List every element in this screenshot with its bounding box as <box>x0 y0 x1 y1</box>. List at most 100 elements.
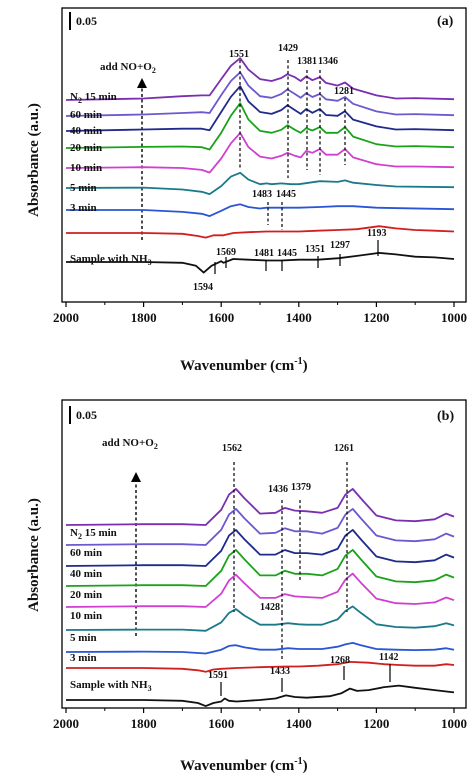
spectrum-line-b-1 <box>65 508 455 546</box>
spectrum-line-b-0 <box>65 488 455 526</box>
spectrum-line-a-5 <box>65 171 455 195</box>
spectrum-line-a-1 <box>65 71 455 117</box>
spectrum-line-b-5 <box>65 605 455 632</box>
row-label-b-4: 10 min <box>70 610 102 622</box>
panel-b-arrow-label-sub: 2 <box>154 442 158 451</box>
peak-label-1591: 1591 <box>208 670 228 681</box>
peak-label-1551: 1551 <box>229 49 249 60</box>
panel-a-x-axis-label-sup: -1 <box>294 356 302 367</box>
spectrum-line-b-8 <box>66 684 455 707</box>
peak-label-1445-lower: 1445 <box>277 248 297 259</box>
peak-label-1481: 1481 <box>254 248 274 259</box>
row-label-b-8: Sample with NH3 <box>70 679 152 693</box>
x-tick-label-a-2: 1600 <box>208 310 234 325</box>
panel-b: 0.05 (b) add NO+O2 N2 15 min 60 min 40 min… <box>26 399 467 774</box>
panel-b-arrow-label: add NO+O2 <box>102 437 158 451</box>
peak-label-1351: 1351 <box>305 244 325 255</box>
peak-label-1281: 1281 <box>334 86 354 97</box>
peak-label-1433: 1433 <box>270 666 290 677</box>
peak-label-1142: 1142 <box>379 652 398 663</box>
x-tick-label-a-5: 1000 <box>441 310 467 325</box>
row-label-b-1: 60 min <box>70 547 102 559</box>
panel-b-scale-label: 0.05 <box>76 408 97 422</box>
spectrum-line-a-2 <box>65 85 455 132</box>
peak-label-1569: 1569 <box>216 247 236 258</box>
row-label-b-6: 3 min <box>70 652 97 664</box>
peak-label-1297: 1297 <box>330 240 350 251</box>
spectrum-line-a-3 <box>65 102 455 151</box>
spectrum-line-a-0 <box>65 57 455 101</box>
peak-label-1483: 1483 <box>252 189 272 200</box>
x-tick-label-b-1: 1800 <box>131 716 157 731</box>
peak-label-1594: 1594 <box>193 282 213 293</box>
panel-b-arrowhead <box>131 472 141 482</box>
panel-a-scale-label: 0.05 <box>76 14 97 28</box>
panel-a-row-labels: N2 15 min 60 min 40 min 20 min 10 min 5 min 3 … <box>70 91 152 267</box>
panel-b-frame <box>61 399 467 709</box>
x-tick-label-a-3: 1400 <box>286 310 312 325</box>
panel-b-row-labels: N2 15 min 60 min 40 min 20 min 10 min 5 min 3 … <box>70 527 152 693</box>
peak-label-1381: 1381 <box>297 56 317 67</box>
row-label-b-5: 5 min <box>70 632 97 644</box>
peak-label-1261: 1261 <box>334 443 354 454</box>
panel-a-peak-markers: 1551 1429 1381 1346 1281 1483 1445 1569 … <box>193 43 386 293</box>
row-label-a-3: 20 min <box>70 142 102 154</box>
peak-label-1379: 1379 <box>291 482 311 493</box>
panel-a-label: (a) <box>437 14 454 29</box>
panel-b-x-axis-label-end: ) <box>303 758 308 774</box>
spectrum-line-a-4 <box>65 132 455 174</box>
x-tick-label-a-4: 1200 <box>363 310 389 325</box>
panel-b-x-axis-label: Wavenumber (cm-1) <box>180 756 308 774</box>
panel-a-x-axis: 2000 1800 1600 1400 1200 1000 <box>53 302 467 325</box>
row-label-a-4: 10 min <box>70 162 102 174</box>
x-tick-label-b-4: 1200 <box>363 716 389 731</box>
peak-label-1428: 1428 <box>260 602 280 613</box>
peak-label-1436: 1436 <box>268 484 288 495</box>
panel-a-series <box>65 57 455 274</box>
peak-label-1562: 1562 <box>222 443 242 454</box>
panel-a-frame <box>61 7 467 303</box>
panel-b-peak-markers: 1562 1436 1379 1261 1428 1268 1142 1591 … <box>208 443 398 696</box>
panel-a-arrow-label: add NO+O2 <box>100 61 156 75</box>
peak-label-1193: 1193 <box>367 228 386 239</box>
row-label-b-2: 40 min <box>70 568 102 580</box>
row-label-a-8: Sample with NH3 <box>70 253 152 267</box>
x-tick-label-b-2: 1600 <box>208 716 234 731</box>
row-label-b-3: 20 min <box>70 589 102 601</box>
x-tick-label-b-5: 1000 <box>441 716 467 731</box>
panel-a-arrowhead <box>137 78 147 88</box>
spectrum-line-b-2 <box>65 529 455 567</box>
spectrum-line-a-6 <box>66 203 455 217</box>
spectrum-line-a-7 <box>66 225 455 239</box>
panel-b-x-axis-label-sup: -1 <box>294 756 302 767</box>
panel-b-label: (b) <box>437 409 454 424</box>
row-label-a-1: 60 min <box>70 109 102 121</box>
peak-label-1429: 1429 <box>278 43 298 54</box>
panel-a-x-axis-label-end: ) <box>303 358 308 374</box>
x-tick-label-a-1: 1800 <box>131 310 157 325</box>
spectrum-line-b-4 <box>65 572 455 608</box>
panel-b-x-axis: 2000 1800 1600 1400 1200 1000 <box>53 708 467 731</box>
x-tick-label-b-0: 2000 <box>53 716 79 731</box>
panel-b-y-axis-label: Absorbance (a.u.) <box>26 498 42 612</box>
x-tick-label-a-0: 2000 <box>53 310 79 325</box>
spectrum-line-a-8 <box>66 252 455 274</box>
row-label-a-2: 40 min <box>70 125 102 137</box>
x-tick-label-b-3: 1400 <box>286 716 312 731</box>
panel-a-y-axis-label: Absorbance (a.u.) <box>26 103 42 217</box>
peak-label-1445-upper: 1445 <box>276 189 296 200</box>
spectrum-line-b-7 <box>66 661 455 673</box>
panel-a-arrow-label-sub: 2 <box>152 66 156 75</box>
row-label-a-5: 5 min <box>70 182 97 194</box>
panel-b-series <box>65 488 455 707</box>
panel-a: 0.05 (a) add NO+O2 N2 15 min 60 min 40 min… <box>26 7 467 374</box>
spectrum-line-b-3 <box>65 549 455 587</box>
row-label-a-6: 3 min <box>70 202 97 214</box>
row-label-a-0: N2 15 min <box>70 91 117 105</box>
row-label-b-0: N2 15 min <box>70 527 117 541</box>
peak-label-1346: 1346 <box>318 56 338 67</box>
panel-a-x-axis-label: Wavenumber (cm-1) <box>180 356 308 374</box>
peak-label-1268: 1268 <box>330 655 350 666</box>
spectrum-line-b-6 <box>65 642 455 655</box>
